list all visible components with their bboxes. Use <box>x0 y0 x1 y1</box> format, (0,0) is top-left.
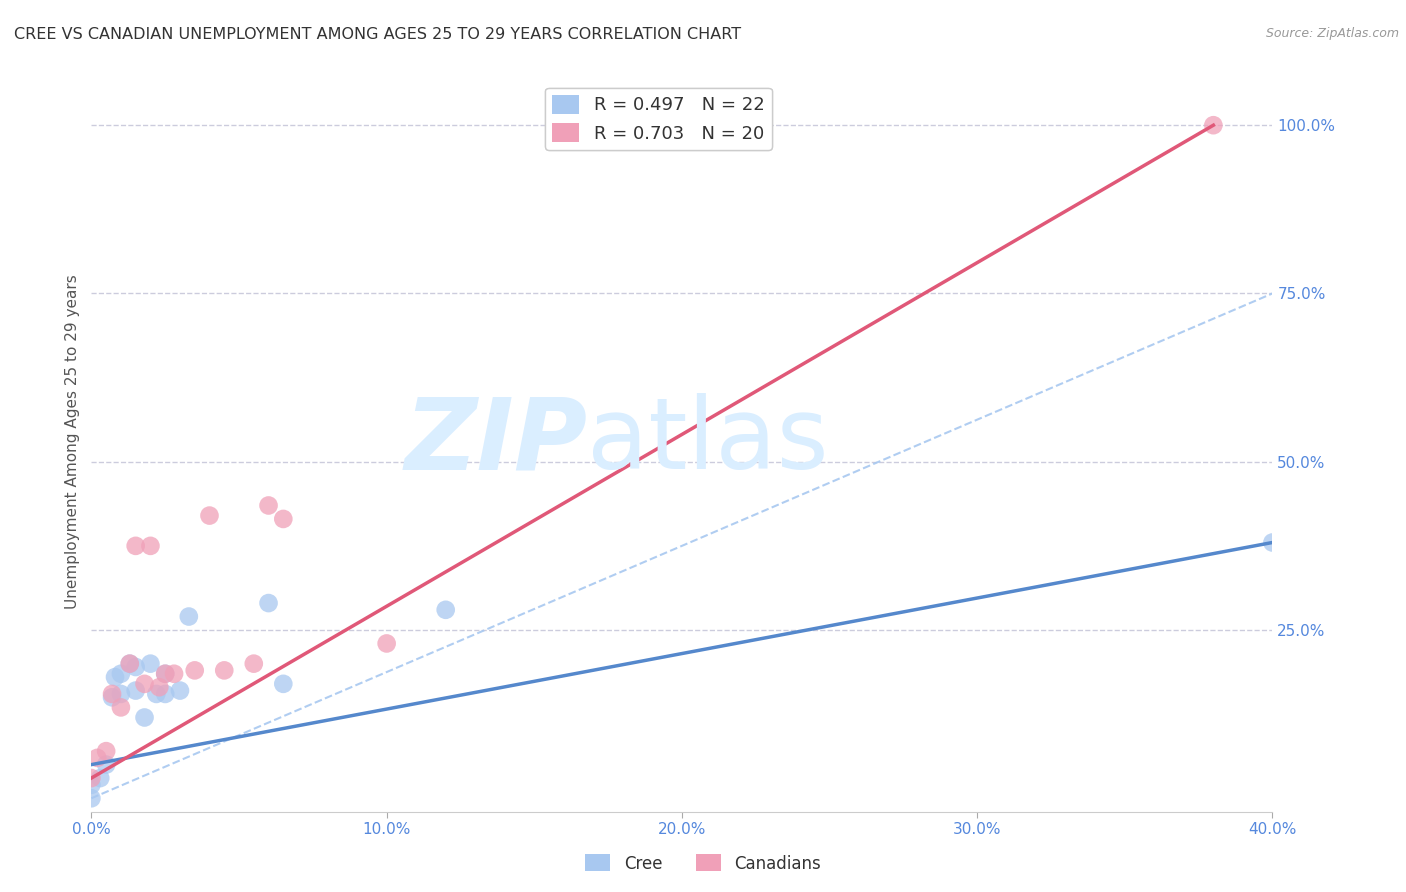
Point <box>198 508 221 523</box>
Point <box>145 687 167 701</box>
Point <box>96 757 118 772</box>
Point <box>153 666 177 681</box>
Point <box>86 751 108 765</box>
Point <box>139 657 162 671</box>
Point <box>101 690 124 705</box>
Point <box>110 666 132 681</box>
Point <box>148 680 170 694</box>
Y-axis label: Unemployment Among Ages 25 to 29 years: Unemployment Among Ages 25 to 29 years <box>65 274 80 609</box>
Point <box>80 771 103 785</box>
Point <box>124 539 148 553</box>
Point <box>118 657 141 671</box>
Text: CREE VS CANADIAN UNEMPLOYMENT AMONG AGES 25 TO 29 YEARS CORRELATION CHART: CREE VS CANADIAN UNEMPLOYMENT AMONG AGES… <box>14 27 741 42</box>
Point <box>1202 118 1225 132</box>
Point <box>1261 535 1284 549</box>
Point <box>96 744 118 758</box>
Point <box>214 664 236 678</box>
Point <box>257 499 280 513</box>
Point <box>110 687 132 701</box>
Legend: Cree, Canadians: Cree, Canadians <box>579 847 827 880</box>
Point <box>375 636 398 650</box>
Point <box>110 700 132 714</box>
Text: atlas: atlas <box>588 393 830 490</box>
Point <box>169 683 191 698</box>
Point <box>80 778 103 792</box>
Point <box>101 687 124 701</box>
Text: Source: ZipAtlas.com: Source: ZipAtlas.com <box>1265 27 1399 40</box>
Text: ZIP: ZIP <box>405 393 588 490</box>
Point <box>124 683 148 698</box>
Point <box>118 657 141 671</box>
Point <box>273 677 295 691</box>
Point <box>80 791 103 805</box>
Point <box>153 687 177 701</box>
Point <box>139 539 162 553</box>
Point <box>134 710 156 724</box>
Point <box>257 596 280 610</box>
Point <box>153 666 177 681</box>
Point <box>124 660 148 674</box>
Point <box>89 771 111 785</box>
Legend: R = 0.497   N = 22, R = 0.703   N = 20: R = 0.497 N = 22, R = 0.703 N = 20 <box>546 87 772 150</box>
Point <box>243 657 266 671</box>
Point <box>134 677 156 691</box>
Point <box>177 609 200 624</box>
Point <box>104 670 127 684</box>
Point <box>163 666 186 681</box>
Point <box>434 603 457 617</box>
Point <box>183 664 207 678</box>
Point <box>273 512 295 526</box>
